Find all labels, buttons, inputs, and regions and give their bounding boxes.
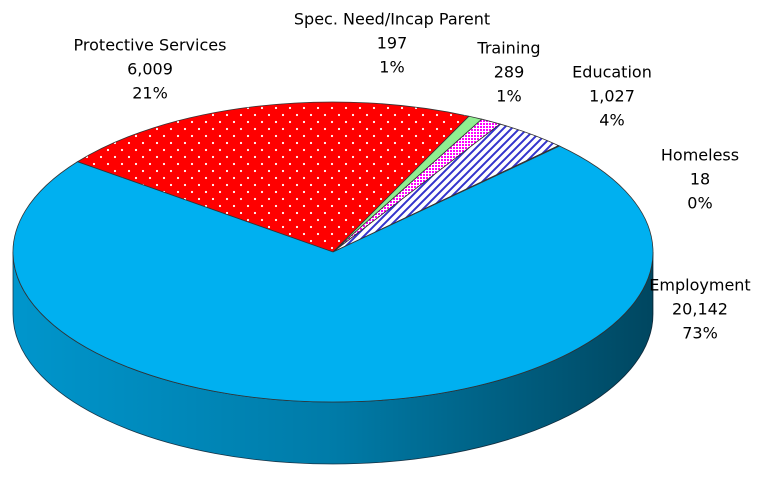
slice-label: Homeless (661, 146, 739, 165)
slice-label: Training (476, 39, 540, 58)
percent-label: 4% (599, 111, 624, 130)
value-label: 289 (494, 63, 525, 82)
value-label: 6,009 (127, 60, 173, 79)
pie-tops (12, 101, 654, 403)
slice-label: Spec. Need/Incap Parent (294, 10, 490, 29)
percent-label: 21% (132, 84, 168, 103)
percent-label: 1% (379, 58, 404, 77)
value-label: 20,142 (672, 300, 728, 319)
slice-label: Education (572, 63, 652, 82)
value-label: 197 (377, 34, 408, 53)
slice-side-shade (13, 252, 653, 464)
slice-label: Protective Services (74, 36, 227, 55)
percent-label: 0% (687, 194, 712, 213)
percent-label: 73% (682, 324, 718, 343)
value-label: 18 (690, 170, 710, 189)
percent-label: 1% (496, 87, 521, 106)
slice (76, 101, 470, 253)
labels: Protective Services 6,009 21% Spec. Need/In… (74, 10, 751, 343)
slice-label: Employment (649, 276, 750, 295)
slice (12, 145, 654, 403)
value-label: 1,027 (589, 87, 635, 106)
